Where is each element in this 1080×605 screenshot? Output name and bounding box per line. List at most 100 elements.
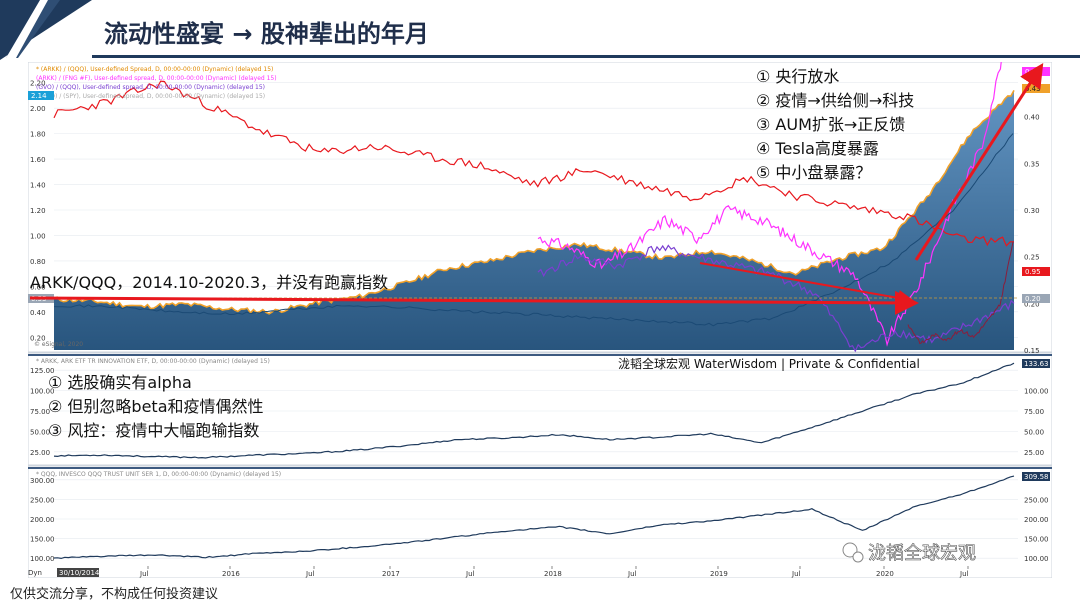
top-right-tick: 0.30 [1024,207,1040,215]
right-badge-3: 0.95 [1025,268,1041,276]
bot-right-tick: 150.00 [1024,536,1049,544]
series-line-overlay-navy [53,133,1014,327]
point-5: ⑤ 中小盘暴露？ [756,163,871,182]
date-badge: 30/10/2014 [59,569,100,577]
mid-right-tick: 75.00 [1024,408,1044,416]
wechat-icon-small [852,551,864,563]
point-4: ④ Tesla高度暴露 [756,139,879,158]
mid-point-2: ② 但别忽略beta和疫情偶然性 [48,397,264,416]
top-left-tick: 0.20 [30,334,46,342]
top-right-tick: 0.15 [1024,347,1040,355]
top-left-tick: 0.80 [30,258,46,266]
top-left-tick: 1.20 [30,207,46,215]
wechat-icon [842,542,858,558]
mid-badge: 133.63 [1024,360,1049,368]
copyright-text: © eSignal, 2020 [34,341,83,348]
top-left-tick: 1.80 [30,131,46,139]
top-right-tick: 0.35 [1024,160,1040,168]
series-line-SPHQ/SPY [53,80,1014,247]
date-badge-bg [57,568,99,577]
mid-left-tick: 50.00 [30,428,50,436]
series-line-overlay-wine [907,241,1014,345]
top-legend-entry: (ARKK) / (FNG #F), User-defined spread, … [36,75,277,82]
series-line-ARKK [53,362,1015,459]
area-series [54,90,1014,351]
footer-disclaimer: 仅供交流分享，不构成任何投资建议 [10,587,219,602]
series-line-QQQ [53,475,1015,560]
line-series [53,4,1015,560]
mid-point-1: ① 选股确实有alpha [48,373,192,392]
top-right-axis: 0.40 0.35 0.30 0.25 0.20 0.15 [1024,114,1040,355]
middle-right-axis: 100.00 75.00 50.00 25.00 [1024,388,1049,457]
top-right-tick: 0.20 [1024,300,1040,308]
x-tick-label: 2016 [222,570,240,578]
x-axis: Jul 2016 Jul 2017 Jul 2018 Jul 2019 Jul 2020 Jul [139,566,969,578]
mid-left-tick: 125.00 [30,367,55,375]
x-tick-label: 2018 [544,570,562,578]
title-underline [92,55,1080,58]
middle-left-axis: 125.00 100.00 75.00 50.00 25.00 [30,367,55,457]
triangle-logo-icon [0,0,92,60]
top-left-tick: 0.60 [30,283,46,291]
top-left-tick: 2.00 [30,105,46,113]
series-line-ARKK/QQQ [53,90,1015,315]
top-left-tick: 1.40 [30,182,46,190]
bot-right-tick: 100.00 [1024,555,1049,563]
bottom-right-axis: 250.00 200.00 150.00 100.00 [1024,496,1049,563]
x-tick-label: Jul [305,570,315,578]
day-label: Dyn [28,569,42,577]
mid-legend: * ARKK, ARK ETF TR INNOVATION ETF, D, 00… [36,358,270,365]
bot-legend: * QQQ, INVESCO QQQ TRUST UNIT SER 1, D, … [36,471,281,478]
mid-point-3: ③ 风控：疫情中大幅跑输指数 [48,421,259,440]
x-tick-label: 2020 [876,570,894,578]
chart-svg: * (ARKK) / (QQQ), User-defined Spread, D… [27,4,1053,579]
x-tick-label: 2017 [382,570,400,578]
top-left-tick: 2.20 [30,80,46,88]
wechat-label: 泷韬全球宏观 [868,543,976,564]
point-3: ③ AUM扩张→正反馈 [756,115,905,134]
mid-right-tick: 25.00 [1024,449,1044,457]
bot-left-tick: 100.00 [30,555,55,563]
mid-right-tick: 50.00 [1024,428,1044,436]
top-legend-entry: * (ARKK) / (QQQ), User-defined Spread, D… [36,66,273,73]
top-legend-entry: (GVO) / (QQQ), User-defined spread, D, 0… [36,84,265,91]
header-bar: 流动性盛宴 → 股神辈出的年月 [0,0,1080,62]
watermark-text: 泷韬全球宏观 WaterWisdom | Private & Confident… [618,356,920,371]
x-tick-label: Jul [627,570,637,578]
x-tick-label: Jul [139,570,149,578]
mid-left-tick: 100.00 [30,388,55,396]
bottom-left-axis: 300.00 250.00 200.00 150.00 100.00 [30,477,55,563]
right-badge-4-bg [1022,294,1050,303]
page-title: 流动性盛宴 → 股神辈出的年月 [104,20,429,48]
bot-left-tick: 250.00 [30,496,55,504]
right-badge-4: 0.20 [1025,295,1041,303]
bot-left-tick: 300.00 [30,477,55,485]
bot-badge: 309.58 [1024,473,1049,481]
series-area-ARKK/QQQ [54,90,1014,351]
left-badge-bg [28,91,54,100]
wechat-logo: 泷韬全球宏观 [842,542,976,564]
top-legend-entry: (SPHQ) / (SPY), User-defined spread, D, … [36,93,265,100]
right-badge-3-bg [1022,267,1050,276]
left-badge: 2.14 [31,92,47,100]
mid-badge-bg [1022,359,1050,368]
flat-arrow [29,290,919,315]
point-1: ① 央行放水 [756,67,839,86]
chart-area: * (ARKK) / (QQQ), User-defined Spread, D… [27,4,1053,579]
top-right-tick: 0.25 [1024,254,1040,262]
top-right-tick: 0.40 [1024,114,1040,122]
bot-left-tick: 200.00 [30,516,55,524]
x-tick-label: 2019 [710,570,728,578]
decline-arrow [699,262,914,306]
top-left-axis: 2.20 2.00 1.80 1.60 1.40 1.20 1.00 0.80 0.60 0.40… [30,80,46,343]
surge-arrow [914,62,1044,261]
series-line-ARKK/FNG [537,4,1015,347]
bot-right-tick: 250.00 [1024,496,1049,504]
arkk-qqq-label: ARKK/QQQ，2014.10-2020.3，并没有跑赢指数 [30,273,388,292]
x-tick-label: Jul [791,570,801,578]
top-legend: * (ARKK) / (QQQ), User-defined Spread, D… [36,66,277,100]
mid-right-tick: 100.00 [1024,388,1049,396]
top-left-tick: 1.00 [30,232,46,240]
point-2: ② 疫情→供给侧→科技 [756,91,914,110]
x-tick-label: Jul [465,570,475,578]
